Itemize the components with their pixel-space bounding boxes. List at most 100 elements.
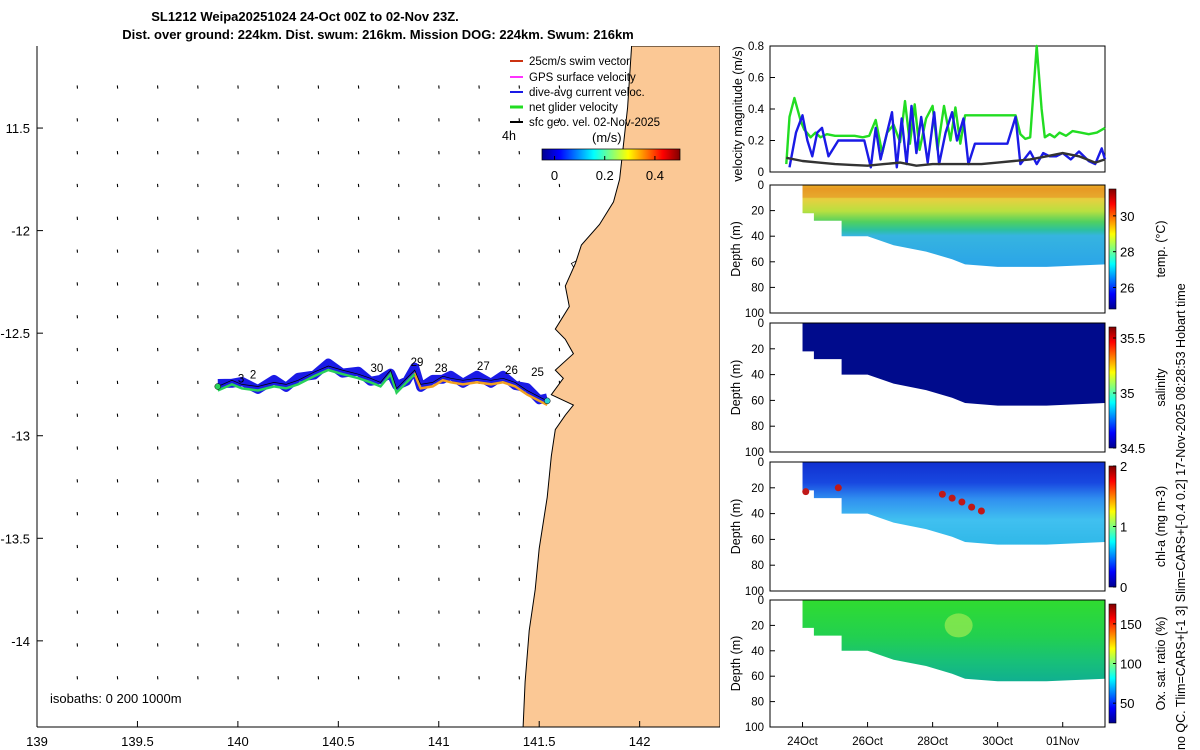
salinity-colorbar	[1108, 326, 1117, 449]
oxygen-axes-frame	[769, 599, 1106, 728]
depth-tick-label: 60	[751, 671, 764, 683]
depth-tick-label: 80	[751, 282, 764, 294]
velocity-y-tick-label: 0.6	[748, 73, 764, 85]
depth-tick-label: 20	[751, 483, 764, 495]
salinity-section-fill	[802, 323, 1105, 406]
depth-tick-label: 20	[751, 206, 764, 218]
depth-tick-label: 0	[758, 180, 764, 192]
depth-tick-label: 40	[751, 646, 764, 658]
chlorophyll-panel: 0 20 40 60 80 100 Depth (m) 0 1 2 chl-a (mg m-3)	[729, 457, 1168, 598]
map-legend: 25cm/s swim vector GPS surface velocity …	[502, 56, 681, 183]
day-label: 30	[370, 363, 383, 375]
colorbar-unit-label: (m/s)	[592, 130, 622, 145]
map-ticks: 139 139.5 140 140.5 141 141.5 142 11.5 -12 -12.5 -…	[0, 121, 650, 749]
day-label: 29	[411, 357, 424, 369]
speed-colored-track-west	[217, 368, 416, 395]
colorbar-tick-label: 0	[1120, 580, 1127, 595]
glider-track: 3 2 30 29 28 27 26 25	[214, 357, 551, 407]
depth-tick-label: 100	[745, 586, 764, 598]
track-start-marker	[214, 383, 222, 390]
legend-label-current: dive-avg current veloc.	[529, 87, 645, 99]
legend-label-swim: 25cm/s swim vector	[529, 56, 630, 68]
depth-tick-label: 60	[751, 395, 764, 407]
colorbar-label: chl-a (mg m-3)	[1154, 486, 1168, 567]
depth-tick-label: 0	[758, 318, 764, 330]
colorbar-tick-label: 0.4	[646, 168, 664, 183]
colorbar-tick-label: 30	[1120, 209, 1134, 224]
map-x-tick-label: 139	[26, 734, 48, 749]
chlorophyll-section-fill	[802, 462, 1105, 545]
map-y-tick-label: -13.5	[0, 531, 30, 546]
chart-title-line-2: Dist. over ground: 224km. Dist. swum: 21…	[122, 27, 634, 42]
colorbar-tick-label: 34.5	[1120, 441, 1145, 456]
temperature-section-fill	[802, 185, 1105, 267]
depth-tick-label: 40	[751, 509, 764, 521]
map-x-tick-label: 139.5	[121, 734, 154, 749]
day-label: 26	[505, 365, 518, 377]
velocity-series-line	[786, 151, 1106, 167]
colorbar-tick-label: 0.2	[596, 168, 614, 183]
oxygen-high-patch	[944, 613, 973, 638]
chlorophyll-axes-frame	[769, 461, 1106, 592]
isobaths-label: isobaths: 0 200 1000m	[50, 691, 182, 706]
speed-colored-track-east	[405, 371, 548, 407]
salinity-panel: 0 20 40 60 80 100 Depth (m) 34.5 35 35.5 salinity	[729, 318, 1168, 459]
time-axis: 24Oct 26Oct 28Oct 30Oct 01Nov	[787, 722, 1080, 748]
colorbar-label: temp. (°C)	[1154, 220, 1168, 277]
depth-tick-label: 0	[758, 595, 764, 607]
current-velocity-band	[217, 358, 549, 405]
velocity-y-tick-label: 0.2	[748, 136, 764, 148]
depth-tick-label: 60	[751, 257, 764, 269]
depth-tick-label: 20	[751, 620, 764, 632]
time-tick-label: 26Oct	[852, 736, 883, 748]
day-label: 27	[477, 361, 490, 373]
colorbar-tick-label: 150	[1120, 617, 1142, 632]
colorbar-tick-label: 28	[1120, 245, 1134, 260]
temperature-axes-frame	[769, 184, 1106, 314]
legend-label-geo: sfc geo. vel. 02-Nov-2025	[529, 117, 660, 129]
chlorophyll-maximum-dot	[958, 498, 966, 506]
colorbar-label: salinity	[1154, 368, 1168, 407]
map-y-tick-label: 11.5	[6, 121, 30, 136]
map-x-tick-label: 142	[629, 734, 651, 749]
chlorophyll-maximum-dot	[802, 488, 810, 496]
time-tick-label: 24Oct	[787, 736, 818, 748]
day-label: 28	[435, 363, 448, 375]
depth-tick-label: 60	[751, 534, 764, 546]
map-y-tick-label: -12	[11, 224, 30, 239]
depth-axis-label: Depth (m)	[729, 360, 743, 416]
temperature-colorbar	[1108, 188, 1117, 310]
depth-axis-label: Depth (m)	[729, 499, 743, 555]
map-x-tick-label: 141	[428, 734, 450, 749]
colorbar-tick-label: 50	[1120, 696, 1134, 711]
depth-tick-label: 100	[745, 447, 764, 459]
velocity-y-tick-label: 0.4	[748, 104, 765, 116]
time-tick-label: 01Nov	[1046, 736, 1079, 748]
depth-axis-label: Depth (m)	[729, 221, 743, 277]
map-x-tick-label: 141.5	[523, 734, 556, 749]
day-label: 2	[250, 369, 256, 381]
map-y-tick-label: -12.5	[0, 326, 30, 341]
colorbar-tick-label: 1	[1120, 520, 1127, 535]
time-tick-label: 28Oct	[917, 736, 948, 748]
depth-axis-label: Depth (m)	[729, 636, 743, 692]
map-y-tick-label: -14	[11, 634, 30, 649]
colorbar-tick-label: 0	[551, 168, 558, 183]
depth-tick-label: 100	[745, 308, 764, 320]
velocity-y-tick-label: 0	[758, 167, 764, 179]
colorbar-label: Ox. sat. ratio (%)	[1154, 617, 1168, 711]
speed-colorbar-ticks: 0 0.2 0.4	[551, 156, 664, 183]
chlorophyll-maximum-dot	[977, 507, 985, 515]
chlorophyll-maximum-dot	[948, 494, 956, 502]
legend-label-net: net glider velocity	[529, 102, 618, 114]
chart-title-line-1: SL1212 Weipa20251024 24-Oct 00Z to 02-No…	[151, 9, 459, 24]
day-label: 3	[238, 373, 244, 385]
colorbar-tick-label: 26	[1120, 281, 1134, 296]
track-end-marker	[543, 397, 551, 405]
legend-label-gps: GPS surface velocity	[529, 72, 636, 84]
oxygen-panel: 0 20 40 60 80 100 Depth (m) 50 100 150 Ox. sat. ra…	[729, 595, 1168, 734]
oxygen-section-fill	[802, 600, 1105, 682]
speed-colorbar	[541, 148, 681, 161]
